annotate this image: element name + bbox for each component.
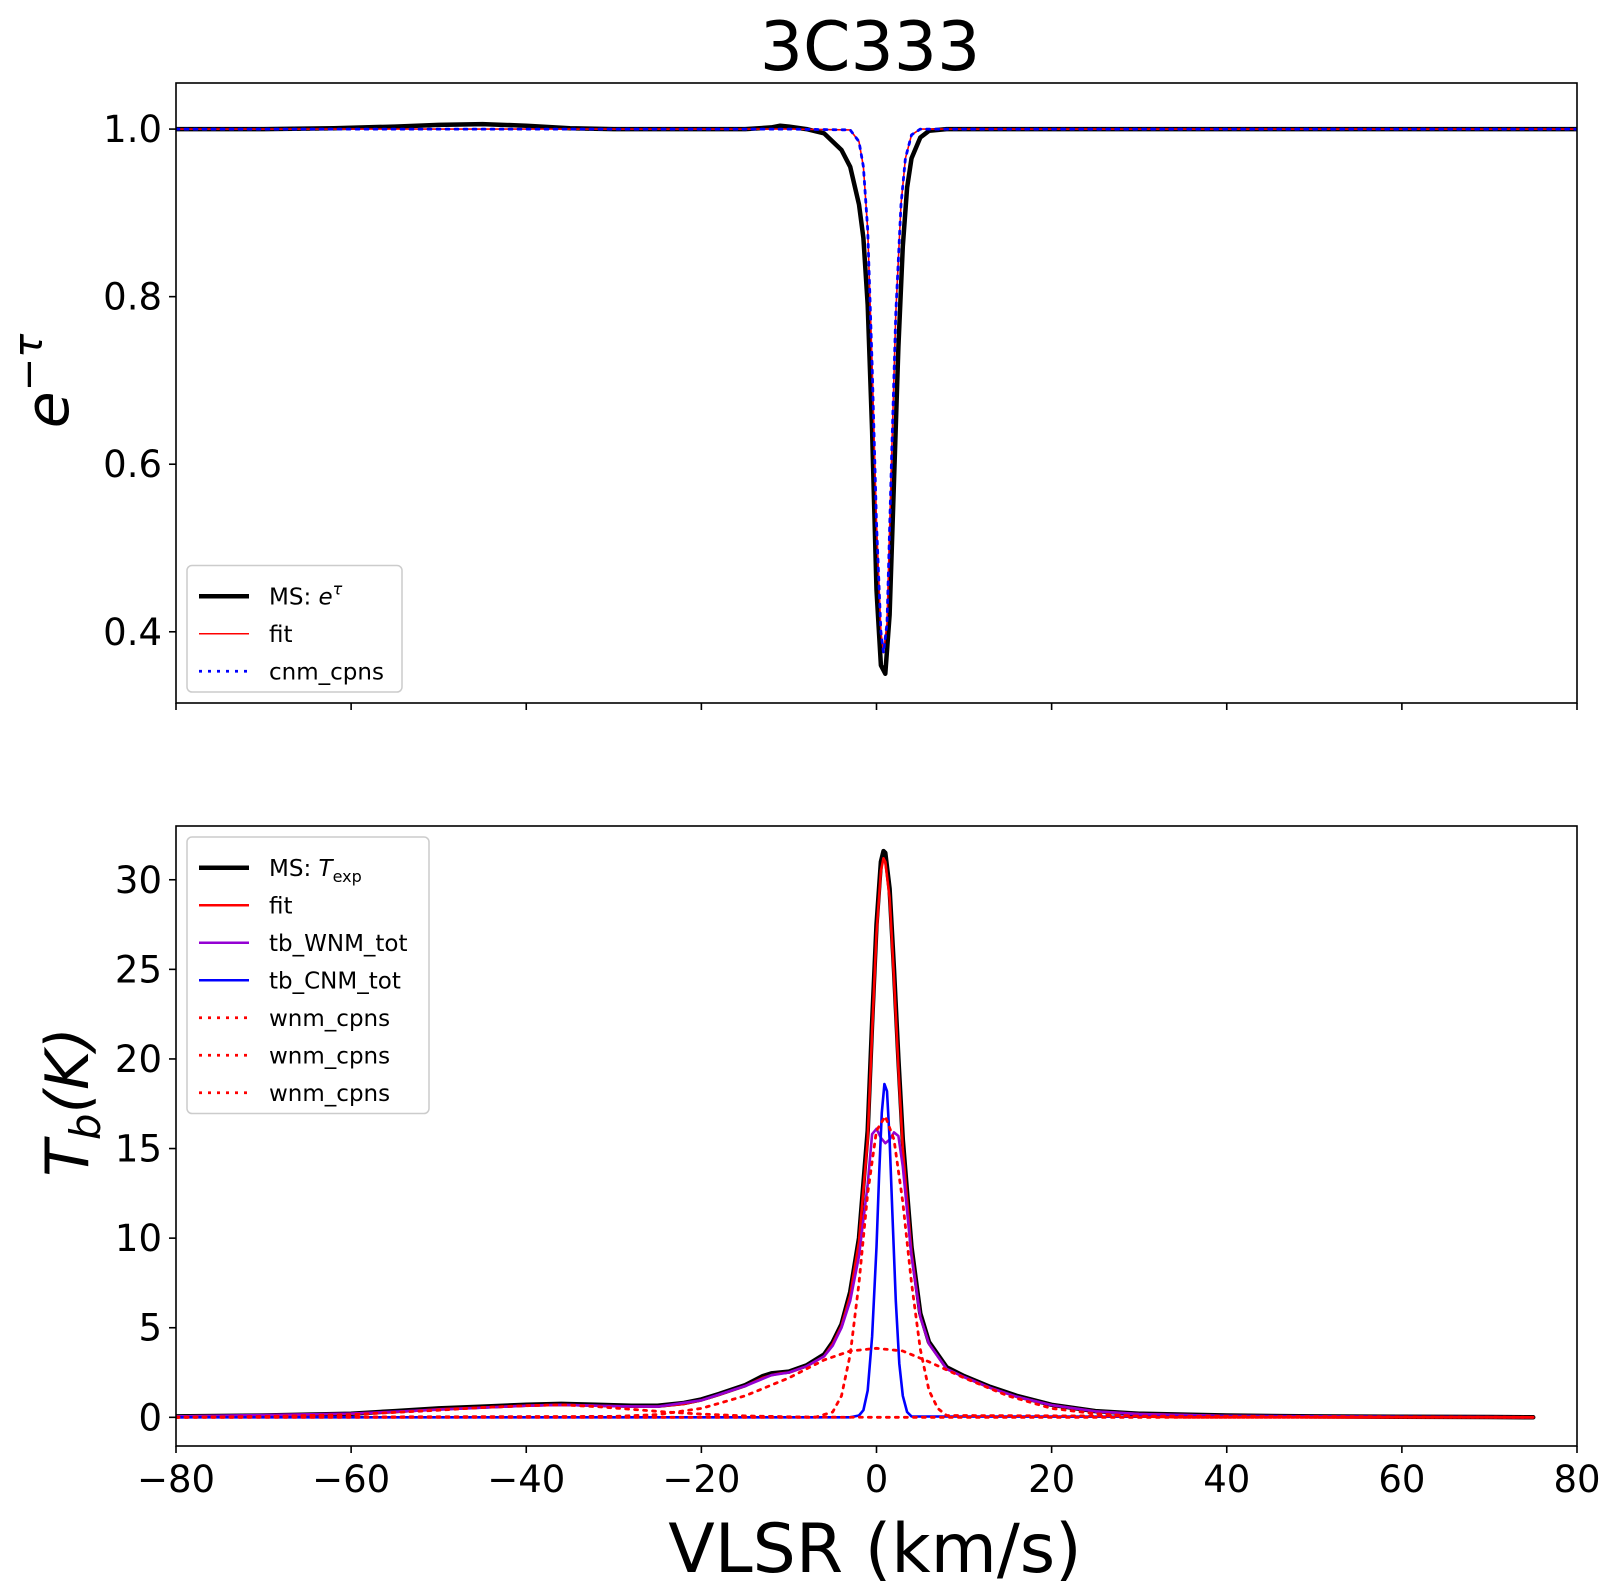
x-tick-label: 0: [865, 1458, 889, 1501]
bottom-plot-frame: [175, 825, 1578, 1447]
bottom-y-axis-label: Tb(K): [33, 1027, 110, 1177]
x-tick-label: 60: [1378, 1458, 1425, 1501]
y-tick-label: 0.4: [103, 611, 162, 654]
legend-label-prefix: MS:: [269, 856, 319, 882]
legend-label: fit: [269, 622, 293, 648]
x-axis-label: VLSR (km/s): [668, 1510, 1081, 1589]
y-tick-label: 20: [115, 1038, 162, 1081]
bottom-axis-ticks: −80 −60 −40 −20 0 20 40 60 80 0 5 10 15 20 25 30: [115, 859, 1601, 1501]
legend-label: wnm_cpns: [269, 1006, 390, 1032]
legend-label: cnm_cpns: [269, 659, 384, 685]
bottom-panel: −80 −60 −40 −20 0 20 40 60 80 0 5 10 15 20 25 30 MS: Te…: [33, 825, 1601, 1589]
legend-label: wnm_cpns: [269, 1081, 390, 1107]
y-tick-label: 10: [115, 1217, 162, 1260]
series-line-tb-cnm-tot-3: [176, 1082, 1535, 1419]
y-tick-label: 15: [115, 1128, 162, 1171]
legend-label: fit: [269, 893, 293, 919]
legend-label: tb_WNM_tot: [269, 931, 408, 957]
series-line-wnm-cpns-5: [176, 1346, 1535, 1419]
legend-label: tb_CNM_tot: [269, 968, 401, 994]
y-tick-label: 30: [115, 859, 162, 902]
series-line-cnm-cpns-2: [176, 127, 1577, 655]
top-legend: MS: eτ fit cnm_cpns: [186, 564, 403, 693]
bottom-legend: MS: Texpfittb_WNM_tottb_CNM_totwnm_cpnsw…: [186, 836, 430, 1115]
legend-label-math: e: [319, 584, 333, 610]
top-y-axis-label: e−τ: [6, 333, 83, 428]
legend-label: MS: Texp: [269, 856, 362, 886]
legend-label: wnm_cpns: [269, 1043, 390, 1069]
y-tick-label: 0: [138, 1396, 162, 1439]
chart-title: 3C333: [760, 8, 981, 87]
bottom-series-group: [176, 848, 1536, 1420]
top-y-axis-label-exponent: −τ: [6, 333, 52, 392]
x-tick-label: 40: [1203, 1458, 1250, 1501]
x-tick-label: 20: [1028, 1458, 1075, 1501]
x-tick-label: −60: [312, 1458, 390, 1501]
x-tick-label: 80: [1553, 1458, 1600, 1501]
y-tick-label: 1.0: [103, 108, 162, 151]
series-line-wnm-cpns-4: [176, 1114, 1535, 1419]
series-line-tb-wnm-tot-2: [176, 1127, 1535, 1419]
legend-label-math: T: [319, 856, 335, 882]
x-tick-label: −40: [487, 1458, 565, 1501]
y-tick-label: 25: [115, 948, 162, 991]
top-axis-ticks: 0.4 0.6 0.8 1.0: [103, 108, 1578, 710]
bottom-y-axis-label-sub: b: [61, 1113, 110, 1140]
top-series-group: [176, 121, 1577, 676]
legend-label: MS: eτ: [269, 579, 343, 610]
y-tick-label: 0.6: [103, 443, 162, 486]
top-plot-frame: [175, 82, 1578, 704]
series-line-wnm-cpns-6: [176, 1403, 1535, 1419]
legend-label-sub: exp: [333, 867, 362, 886]
x-tick-label: −20: [662, 1458, 740, 1501]
y-tick-label: 5: [138, 1307, 162, 1350]
legend-label-prefix: MS:: [269, 584, 319, 610]
legend-label-sup: τ: [333, 579, 343, 598]
bottom-y-axis-label-unit: (K): [33, 1027, 103, 1113]
y-tick-label: 0.8: [103, 276, 162, 319]
x-tick-label: −80: [137, 1458, 215, 1501]
